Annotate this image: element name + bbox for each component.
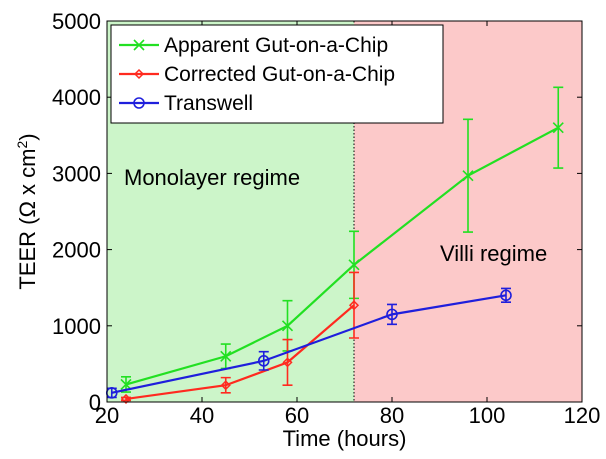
y-tick-label: 1000 bbox=[52, 314, 101, 339]
legend-label-apparent-gut-on-a-chip: Apparent Gut-on-a-Chip bbox=[164, 34, 388, 57]
legend-label-transwell: Transwell bbox=[164, 92, 253, 115]
y-tick-label: 5000 bbox=[52, 9, 101, 34]
legend: Apparent Gut-on-a-Chip Corrected Gut-on-a… bbox=[111, 25, 443, 123]
y-tick-label: 3000 bbox=[52, 161, 101, 186]
y-axis-title-superscript: 2 bbox=[14, 141, 30, 149]
y-axis-title-suffix: ) bbox=[15, 133, 40, 140]
y-axis-title: TEER (Ω x cm2) bbox=[14, 133, 40, 289]
x-tick-label: 100 bbox=[469, 403, 506, 428]
x-tick-label: 80 bbox=[380, 403, 404, 428]
y-tick-label: 2000 bbox=[52, 238, 101, 263]
region-label-monolayer: Monolayer regime bbox=[124, 165, 300, 190]
region-label-villi: Villi regime bbox=[440, 241, 547, 266]
x-tick-label: 60 bbox=[285, 403, 309, 428]
x-tick-label: 40 bbox=[190, 403, 214, 428]
x-axis-title: Time (hours) bbox=[283, 426, 407, 451]
legend-label-corrected-gut-on-a-chip: Corrected Gut-on-a-Chip bbox=[164, 63, 395, 86]
y-axis-title-main: TEER (Ω x cm bbox=[15, 149, 40, 290]
x-tick-label: 120 bbox=[564, 403, 601, 428]
y-tick-label: 0 bbox=[89, 390, 101, 415]
y-tick-label: 4000 bbox=[52, 85, 101, 110]
